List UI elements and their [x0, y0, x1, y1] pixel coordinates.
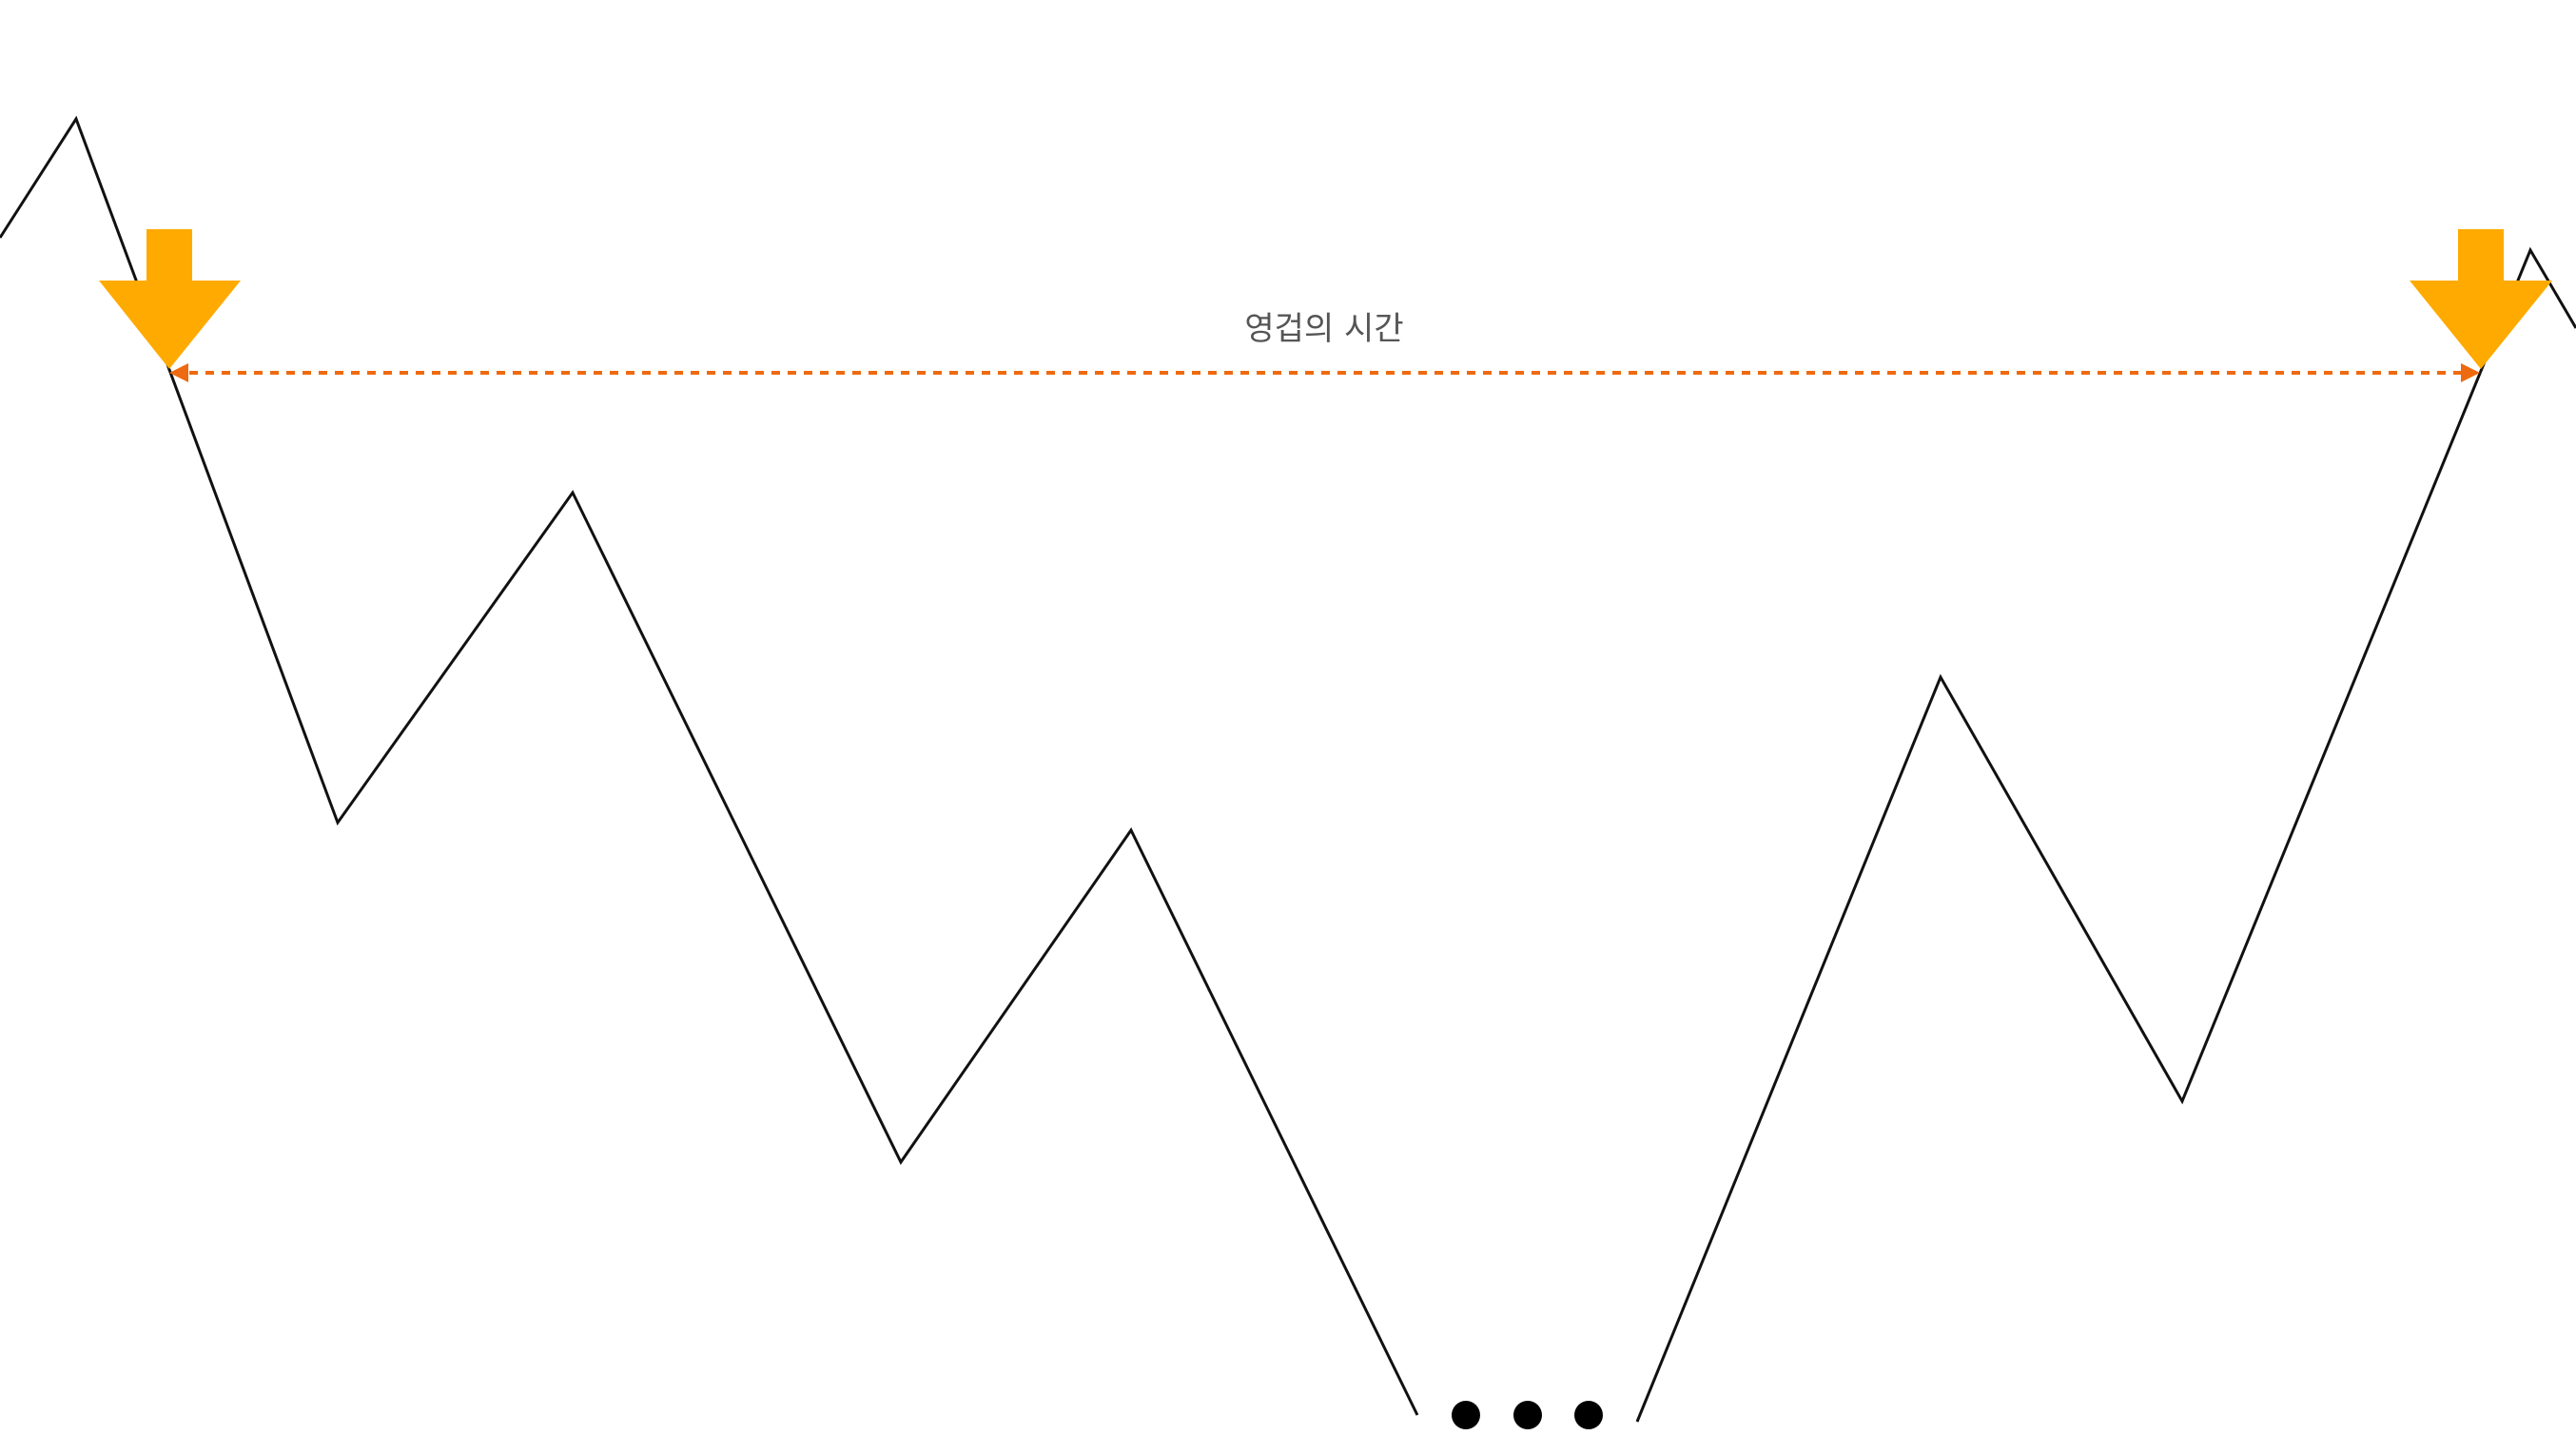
ellipsis-dot	[1574, 1401, 1603, 1429]
ellipsis-dot	[1452, 1401, 1480, 1429]
ellipsis-dot	[1513, 1401, 1542, 1429]
zigzag-line-right	[1635, 246, 2576, 1423]
down-arrow-icon	[99, 229, 241, 369]
zigzag-line-left	[0, 115, 1419, 1416]
down-arrow-icon	[2410, 229, 2552, 369]
span-label: 영겁의 시간	[1244, 310, 1403, 348]
ellipsis-dots	[1452, 1401, 1603, 1429]
